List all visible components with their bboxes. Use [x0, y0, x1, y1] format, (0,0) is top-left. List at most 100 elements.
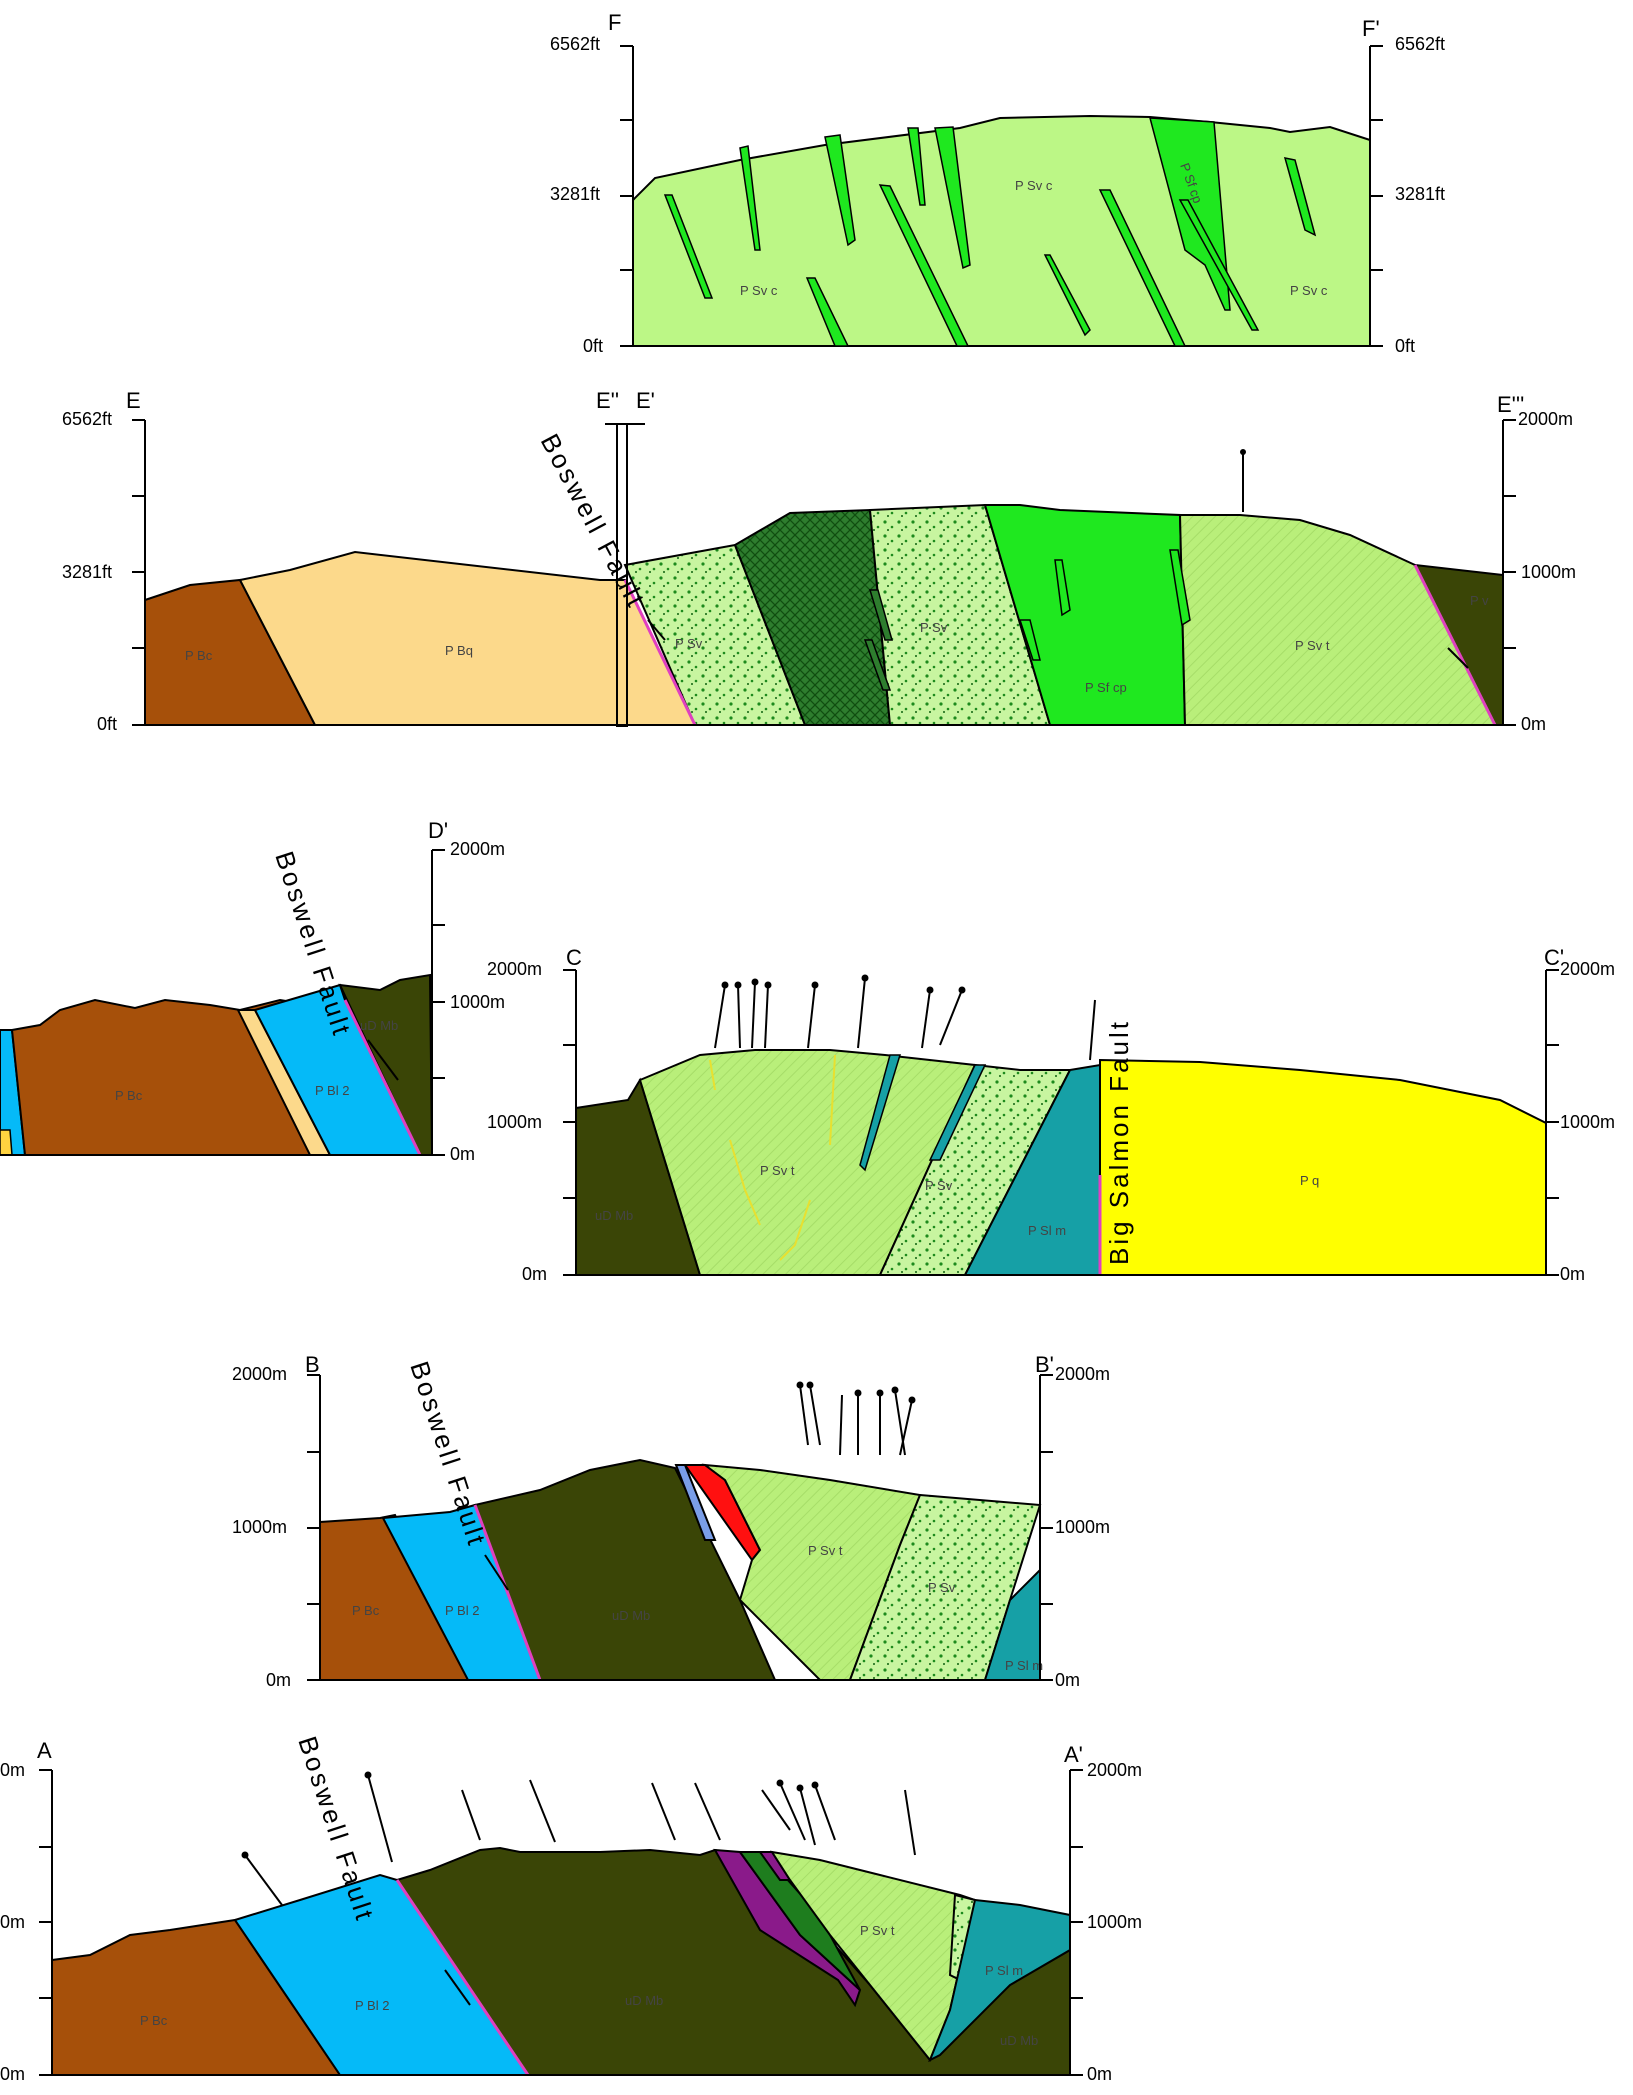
section-f-right-axis — [1369, 45, 1383, 347]
section-c-left-axis — [563, 969, 1546, 1276]
section-a-left-axis — [39, 1769, 1070, 2076]
unit-label: P Sl m — [1005, 1658, 1043, 1673]
unit-label: P Bl 2 — [315, 1083, 349, 1098]
fault-label: Big Salmon Fault — [1104, 1019, 1134, 1265]
unit-label: P v — [1470, 593, 1489, 608]
attitude-symbols — [799, 1384, 913, 1456]
unit-label: uD Mb — [360, 1018, 398, 1033]
section-c: uD Mb P Sv t P Sv P Sl m P q Big Salmon … — [487, 945, 1615, 1284]
tick-label: 6562ft — [62, 409, 112, 429]
unit-label: P Sv t — [808, 1543, 843, 1558]
fault-line — [623, 579, 697, 726]
section-label-end: E''' — [1497, 392, 1524, 417]
tick-label: 1000m — [487, 1112, 542, 1132]
unit-label: P Sv — [925, 1178, 953, 1193]
tick-label: 6562ft — [550, 34, 600, 54]
unit-label: P Sv — [928, 1580, 956, 1595]
unit-label: P Sv — [675, 636, 703, 651]
unit-label: P Sv — [920, 620, 948, 635]
tick-label: 0m — [0, 1760, 25, 1780]
tick-label: 2000m — [1518, 409, 1573, 429]
unit-label: uD Mb — [1000, 2033, 1038, 2048]
section-d: P Bc P Bl 2 uD Mb Boswell Fault D' 2000m… — [0, 818, 505, 1164]
tick-label: 0m — [1560, 1264, 1585, 1284]
tick-label: 2000m — [1055, 1364, 1110, 1384]
unit-label: P Bl 2 — [355, 1998, 389, 2013]
tick-label: 0m — [0, 2064, 25, 2084]
section-label-end: F' — [1362, 16, 1380, 41]
attitude-symbols — [244, 1774, 916, 1906]
unit-label: P Bc — [185, 648, 213, 663]
unit-label: P Sv c — [1015, 178, 1053, 193]
tick-label: 0m — [266, 1670, 291, 1690]
section-e-right-axis — [1502, 419, 1516, 726]
tick-label: 2000m — [450, 839, 505, 859]
tick-label: 1000m — [1560, 1112, 1615, 1132]
tick-label: 6562ft — [1395, 34, 1445, 54]
section-e-lenses — [1018, 549, 1191, 661]
section-label-start: A — [37, 1738, 52, 1763]
section-label-end: B' — [1035, 1352, 1054, 1377]
section-a-right-axis — [1069, 1769, 1083, 2076]
section-f: P Sv c P Sv c P Sv c P Sf cp F F' 6562ft… — [550, 10, 1445, 356]
section-label-end: A' — [1064, 1742, 1083, 1767]
section-b-left-axis — [307, 1374, 1040, 1681]
tick-label: 0m — [522, 1264, 547, 1284]
section-f-left-axis — [620, 46, 634, 347]
tick-label: 2000m — [232, 1364, 287, 1384]
tick-label: 0ft — [583, 336, 603, 356]
section-label-end: D' — [428, 818, 448, 843]
unit-label: uD Mb — [625, 1993, 663, 2008]
fault-line — [473, 1504, 542, 1681]
tick-label: 1000m — [450, 992, 505, 1012]
fault-line — [395, 1879, 530, 2076]
unit-label: P Bc — [352, 1603, 380, 1618]
tick-label: 0ft — [1395, 336, 1415, 356]
tick-label: 3281ft — [62, 562, 112, 582]
attitude-symbols — [714, 977, 1096, 1061]
section-b: P Bc P Bl 2 uD Mb P Sv t P Sv P Sl m Bos… — [232, 1352, 1110, 1690]
unit-pslm — [928, 1898, 1071, 2063]
unit-label: P Sf cp — [1085, 680, 1127, 695]
tick-label: 0ft — [97, 714, 117, 734]
section-e-left-axis — [132, 419, 1503, 726]
tick-label: 3281ft — [550, 184, 600, 204]
section-d-right-axis — [0, 849, 445, 1156]
unit-label: P Sv t — [760, 1163, 795, 1178]
unit-label: P Sv c — [1290, 283, 1328, 298]
section-a: P Bc P Bl 2 uD Mb P Sv t P Sl m uD Mb Bo… — [0, 1733, 1142, 2084]
section-f-psfcp-lenses — [663, 117, 1317, 347]
unit-label: P q — [1300, 1173, 1319, 1188]
fault-line — [343, 999, 422, 1156]
section-b-right-axis — [1039, 1374, 1053, 1681]
unit-label: P Bl 2 — [445, 1603, 479, 1618]
tick-label: 1000m — [1521, 562, 1576, 582]
section-label-mid: E'' — [596, 388, 619, 413]
fault-line — [1413, 564, 1497, 726]
unit-blue-strip — [674, 1464, 717, 1541]
section-e: P Bc P Bq P Sv P Sv P Sf cp P Sv t P v B… — [62, 388, 1576, 734]
unit-label: P Bc — [115, 1088, 143, 1103]
tick-label: 0m — [0, 1912, 25, 1932]
unit-label: P Bc — [140, 2013, 168, 2028]
tick-label: 2000m — [1560, 959, 1615, 979]
tick-label: 0m — [1521, 714, 1546, 734]
section-label-start: F — [608, 10, 621, 35]
unit-label: uD Mb — [595, 1208, 633, 1223]
tick-label: 1000m — [1087, 1912, 1142, 1932]
section-label-end: C' — [1544, 945, 1564, 970]
tick-label: 1000m — [1055, 1517, 1110, 1537]
unit-label: P Sv c — [740, 283, 778, 298]
unit-label: P Sv t — [860, 1923, 895, 1938]
unit-label: uD Mb — [612, 1608, 650, 1623]
section-label-start: B — [305, 1352, 320, 1377]
tick-label: 0m — [450, 1144, 475, 1164]
section-label-mid: E' — [636, 388, 655, 413]
tick-label: 2000m — [487, 959, 542, 979]
section-label-start: E — [126, 388, 141, 413]
unit-label: P Sl m — [1028, 1223, 1066, 1238]
tick-label: 3281ft — [1395, 184, 1445, 204]
tick-label: 0m — [1055, 1670, 1080, 1690]
